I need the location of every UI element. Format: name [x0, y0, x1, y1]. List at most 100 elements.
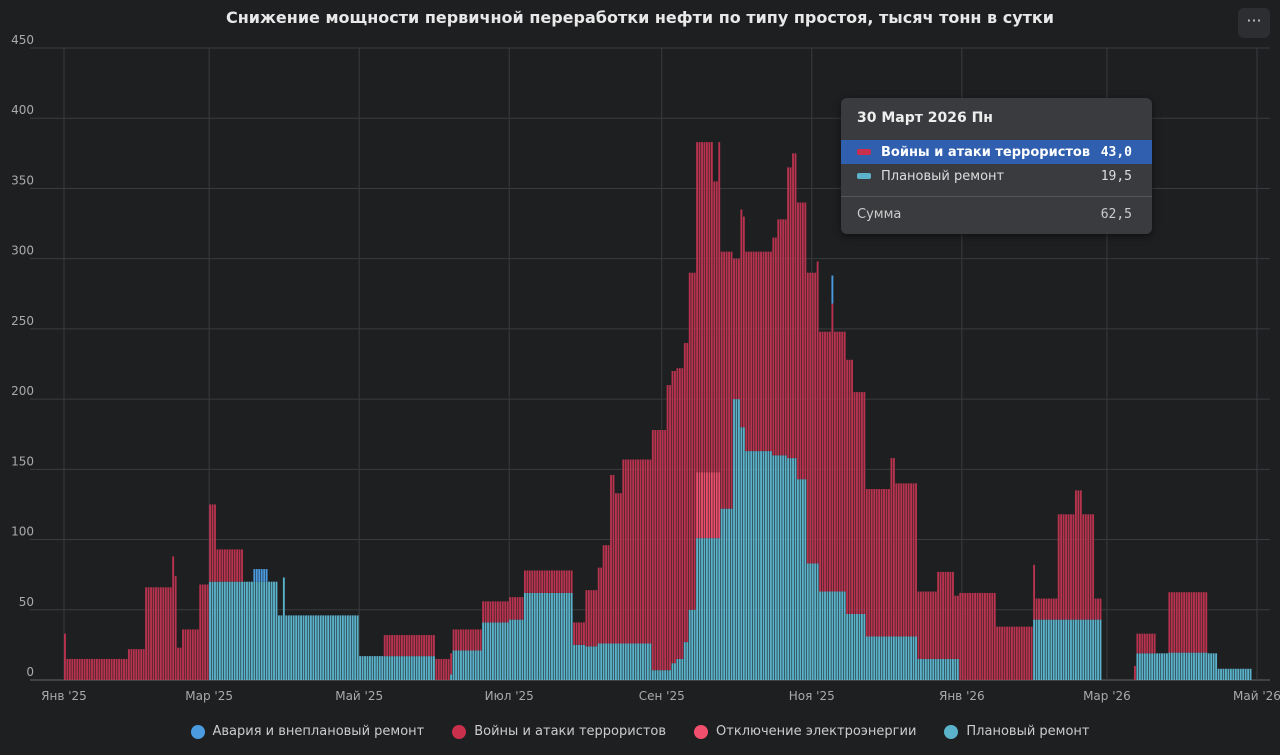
bar-war	[595, 590, 598, 647]
bar-planned	[425, 656, 428, 680]
bar-war	[865, 488, 868, 637]
legend-label: Войны и атаки террористов	[474, 724, 667, 739]
bar-planned	[792, 458, 794, 680]
bar-war	[408, 635, 411, 657]
bar-planned	[890, 636, 893, 680]
bar-electricity	[708, 472, 711, 539]
chart-menu-button[interactable]: ···	[1238, 8, 1270, 38]
bar-war	[708, 142, 711, 473]
bar-war	[929, 591, 932, 659]
bar-planned	[725, 508, 728, 680]
bar-war	[472, 629, 475, 651]
bar-war	[656, 430, 659, 671]
bar-war	[93, 658, 96, 680]
bar-planned	[430, 656, 433, 680]
bar-war	[846, 359, 849, 614]
bar-war	[467, 629, 470, 651]
bar-planned	[779, 455, 782, 680]
bar-war	[924, 591, 927, 659]
bar-war	[907, 483, 910, 637]
bar-planned	[214, 581, 216, 680]
bar-planned	[838, 591, 841, 680]
bar-planned	[558, 592, 561, 680]
bar-planned	[651, 670, 654, 680]
bar-electricity	[706, 472, 708, 539]
legend-item-electricity[interactable]: Отключение электроэнергии	[694, 724, 916, 739]
bar-war	[194, 629, 197, 680]
bar-war	[1087, 514, 1090, 620]
bar-war	[145, 587, 148, 680]
bar-planned	[516, 619, 519, 680]
bar-war	[71, 658, 74, 680]
legend-item-accident[interactable]: Авария и внеплановый ремонт	[190, 724, 424, 739]
tooltip-sum-row: Сумма 62,5	[841, 196, 1152, 222]
bar-war	[683, 342, 686, 643]
bar-war	[393, 635, 396, 657]
bar-planned	[814, 563, 817, 680]
bar-war	[1023, 626, 1026, 680]
bar-planned	[420, 656, 423, 680]
bar-war	[787, 167, 790, 459]
bar-planned	[1047, 619, 1050, 680]
bar-planned	[1158, 653, 1161, 680]
legend-item-war[interactable]: Войны и атаки террористов	[452, 724, 666, 739]
bar-planned	[246, 581, 248, 680]
bar-accident	[263, 569, 266, 582]
bar-war	[674, 371, 676, 664]
bar-war	[398, 635, 401, 657]
bar-planned	[656, 670, 659, 680]
bar-war	[602, 545, 605, 644]
bar-planned	[595, 646, 598, 680]
bar-planned	[1190, 652, 1193, 680]
bar-war	[159, 587, 162, 680]
bar-war	[130, 649, 133, 680]
bar-planned	[713, 538, 716, 680]
tooltip-label: Войны и атаки террористов	[881, 144, 1091, 160]
bar-planned	[597, 643, 600, 680]
bar-planned	[511, 619, 514, 680]
bar-war	[715, 181, 718, 473]
bar-war	[819, 331, 822, 592]
bar-planned	[801, 479, 804, 680]
bar-planned	[322, 615, 325, 680]
bar-accident	[831, 275, 834, 304]
bar-planned	[666, 670, 669, 680]
bar-war	[474, 629, 477, 651]
bar-war	[172, 556, 175, 680]
bar-planned	[506, 622, 509, 680]
bar-planned	[1197, 652, 1200, 680]
bar-planned	[462, 650, 465, 680]
bar-planned	[1035, 619, 1038, 680]
bar-planned	[1217, 668, 1220, 680]
bar-planned	[1082, 619, 1085, 680]
bar-war	[76, 658, 79, 680]
bar-planned	[494, 622, 497, 680]
bar-war	[698, 142, 701, 473]
bar-war	[226, 549, 229, 582]
bar-war	[762, 251, 765, 452]
tooltip-sum-value: 62,5	[1100, 207, 1132, 222]
bar-planned	[314, 615, 317, 680]
bar-war	[140, 649, 143, 680]
bar-planned	[1079, 619, 1082, 680]
bar-war	[1153, 633, 1156, 654]
bar-war	[693, 272, 696, 610]
bar-planned	[915, 636, 917, 680]
bar-planned	[1200, 652, 1203, 680]
legend-item-planned[interactable]: Плановый ремонт	[944, 724, 1090, 739]
bar-war	[236, 549, 239, 582]
bar-war	[610, 474, 612, 644]
bar-war	[1052, 598, 1055, 620]
tooltip-row-war: Войны и атаки террористов 43,0	[841, 140, 1152, 164]
bar-war	[1013, 626, 1016, 680]
war-swatch-icon	[857, 149, 871, 155]
bar-planned	[472, 650, 475, 680]
bar-war	[551, 570, 553, 593]
bar-planned	[922, 658, 925, 680]
bar-planned	[1143, 653, 1146, 680]
bar-war	[233, 549, 236, 582]
bar-planned	[324, 615, 327, 680]
x-tick-label: Янв '26	[939, 689, 985, 703]
bar-planned	[1136, 653, 1139, 680]
bar-planned	[917, 658, 920, 680]
